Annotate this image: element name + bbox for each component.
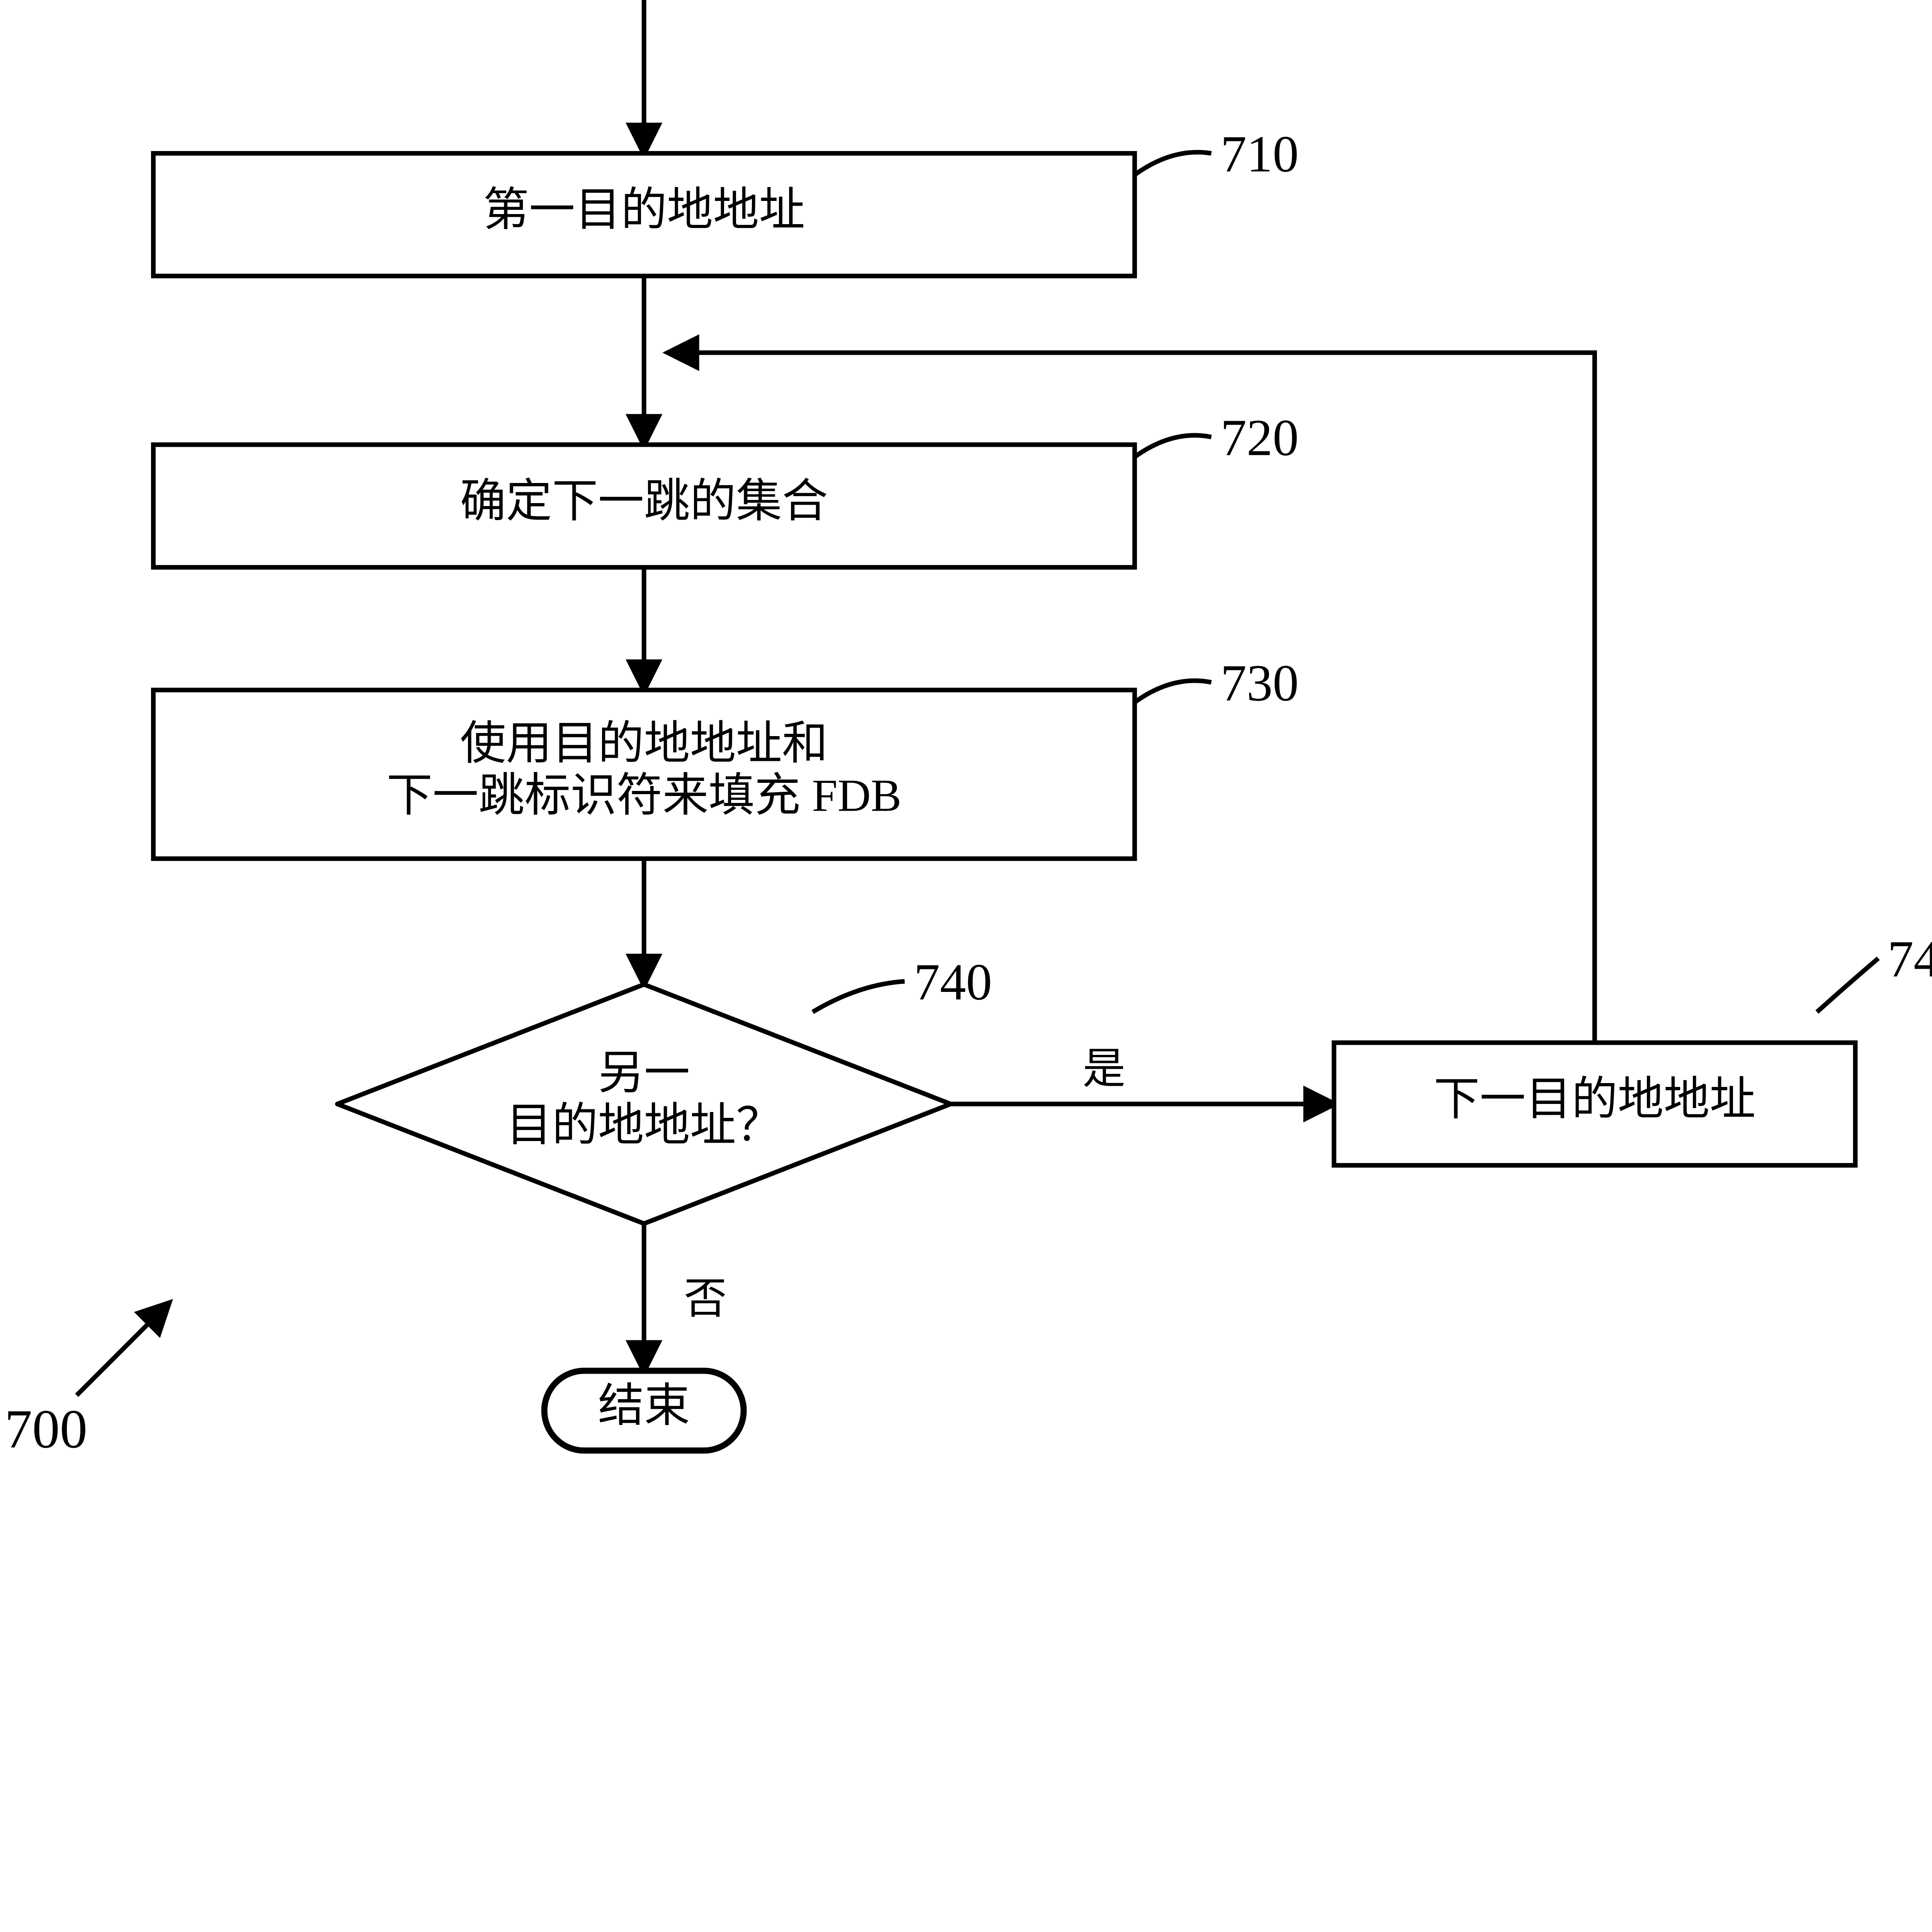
flowchart-svg: 否是 第一目的地地址确定下一跳的集合使用目的地地址和下一跳标识符来填充 FDB另… <box>0 0 1932 1457</box>
edge-740-end-label: 否 <box>684 1276 727 1323</box>
node-n730-text-1: 下一跳标识符来填充 FDB <box>386 770 901 821</box>
figure-ref-label: 700 <box>5 1398 87 1457</box>
node-n730: 使用目的地地址和下一跳标识符来填充 FDB <box>153 690 1135 859</box>
node-n730-text-0: 使用目的地地址和 <box>460 718 828 769</box>
ref-720: 720 <box>1221 409 1299 467</box>
ref-730: 730 <box>1221 655 1299 712</box>
node-end-text-0: 结束 <box>598 1380 690 1431</box>
node-n720: 确定下一跳的集合 <box>153 445 1135 567</box>
node-n740-text-1: 目的地地址？ <box>506 1100 782 1151</box>
ref-740: 740 <box>914 953 992 1011</box>
node-n740-text-0: 另一 <box>598 1048 690 1099</box>
node-n710: 第一目的地地址 <box>153 153 1135 276</box>
figure-ref-arrow <box>77 1303 168 1395</box>
ref-745: 745 <box>1888 930 1932 988</box>
node-n745-text-0: 下一目的地地址 <box>1434 1073 1755 1124</box>
edge-740-745-label: 是 <box>1083 1045 1126 1093</box>
node-n720-text-0: 确定下一跳的集合 <box>460 476 828 527</box>
node-n710-text-0: 第一目的地地址 <box>483 184 805 235</box>
node-n745: 下一目的地地址 <box>1334 1043 1855 1165</box>
ref-710: 710 <box>1221 126 1299 183</box>
node-end: 结束 <box>544 1371 744 1451</box>
node-n740: 另一目的地地址？ <box>337 985 951 1224</box>
